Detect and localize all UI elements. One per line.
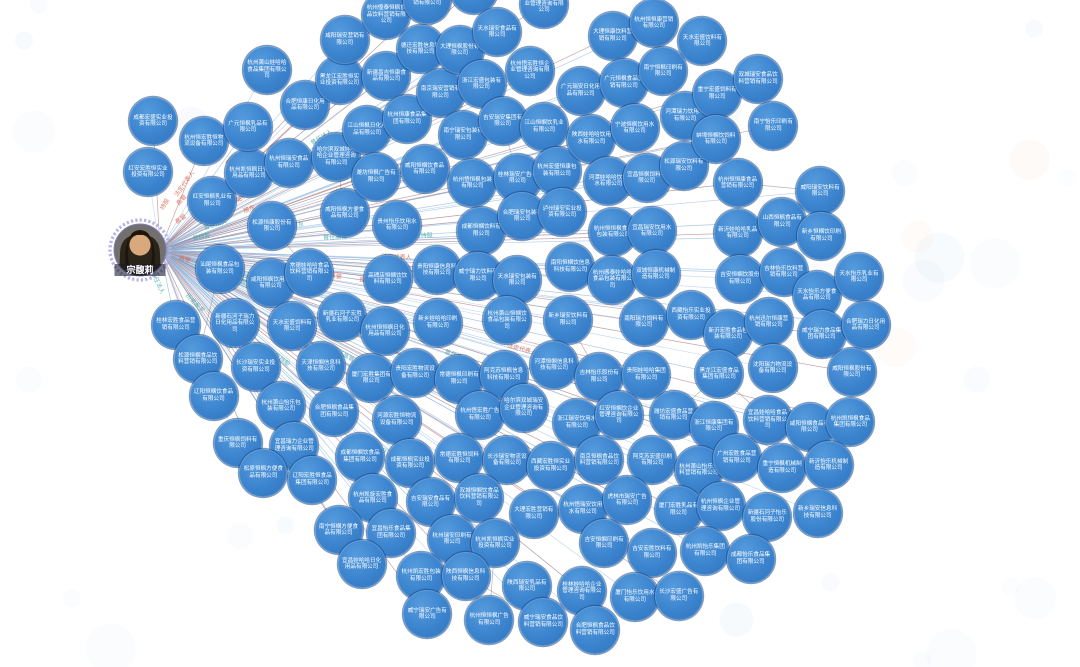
svg-text:宗馥莉: 宗馥莉 bbox=[126, 264, 153, 275]
